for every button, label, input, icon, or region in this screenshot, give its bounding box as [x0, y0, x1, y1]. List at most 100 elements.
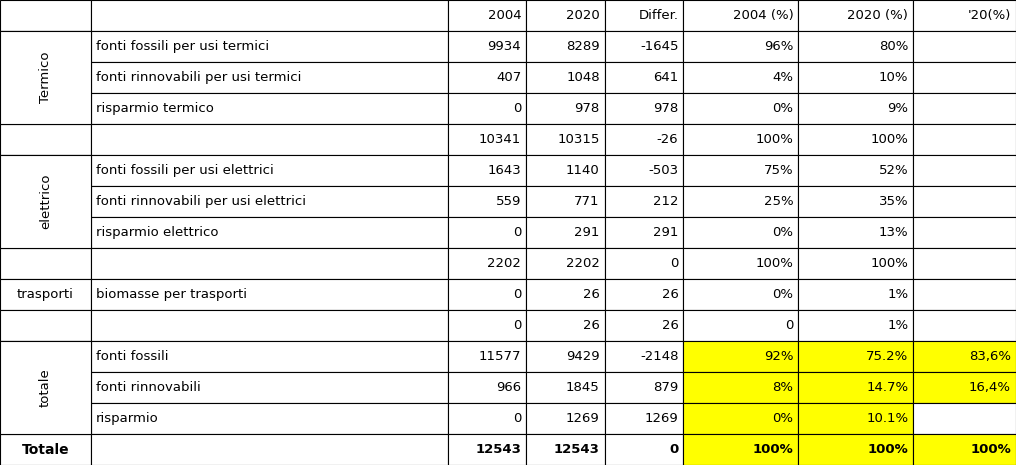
Text: 1269: 1269	[644, 412, 679, 425]
Bar	[0, 155, 90, 186]
Bar	[913, 186, 1016, 217]
Bar	[447, 372, 526, 403]
Bar	[684, 434, 799, 465]
Bar	[799, 310, 913, 341]
Bar	[0, 93, 90, 124]
Text: 11577: 11577	[479, 350, 521, 363]
Bar	[799, 248, 913, 279]
Bar	[0, 403, 90, 434]
Bar	[799, 186, 913, 217]
Text: 100%: 100%	[753, 443, 793, 456]
Text: fonti rinnovabili per usi elettrici: fonti rinnovabili per usi elettrici	[96, 195, 306, 208]
Text: 26: 26	[583, 288, 599, 301]
Text: trasporti: trasporti	[17, 288, 74, 301]
Text: fonti fossili per usi termici: fonti fossili per usi termici	[96, 40, 269, 53]
Text: 0%: 0%	[772, 288, 793, 301]
Text: 12543: 12543	[554, 443, 599, 456]
Bar	[90, 62, 447, 93]
Bar	[526, 0, 605, 31]
Bar	[90, 248, 447, 279]
Text: 8%: 8%	[772, 381, 793, 394]
Bar	[526, 310, 605, 341]
Bar	[605, 62, 684, 93]
Text: 641: 641	[653, 71, 679, 84]
Bar	[526, 217, 605, 248]
Text: fonti fossili per usi elettrici: fonti fossili per usi elettrici	[96, 164, 273, 177]
Text: 978: 978	[653, 102, 679, 115]
Text: risparmio: risparmio	[96, 412, 158, 425]
Bar	[0, 341, 90, 372]
Text: 10%: 10%	[879, 71, 908, 84]
Bar	[913, 310, 1016, 341]
Bar	[447, 217, 526, 248]
Text: 9934: 9934	[488, 40, 521, 53]
Text: 2004 (%): 2004 (%)	[733, 9, 793, 22]
Text: 100%: 100%	[868, 443, 908, 456]
Bar	[526, 31, 605, 62]
Bar	[684, 0, 799, 31]
Text: 26: 26	[583, 319, 599, 332]
Text: 2202: 2202	[488, 257, 521, 270]
Bar	[0, 279, 90, 310]
Bar	[799, 279, 913, 310]
Bar	[0, 31, 90, 62]
Text: 75.2%: 75.2%	[866, 350, 908, 363]
Text: 0: 0	[513, 226, 521, 239]
Text: 2020 (%): 2020 (%)	[847, 9, 908, 22]
Bar	[799, 434, 913, 465]
Text: 1%: 1%	[887, 288, 908, 301]
Text: 0: 0	[670, 257, 679, 270]
Text: 100%: 100%	[970, 443, 1011, 456]
Text: 0%: 0%	[772, 102, 793, 115]
Text: 771: 771	[574, 195, 599, 208]
Bar	[0, 0, 90, 31]
Text: 83,6%: 83,6%	[969, 350, 1011, 363]
Bar	[526, 62, 605, 93]
Bar	[913, 0, 1016, 31]
Bar	[913, 62, 1016, 93]
Bar	[90, 186, 447, 217]
Bar	[90, 279, 447, 310]
Text: 8289: 8289	[566, 40, 599, 53]
Bar	[605, 403, 684, 434]
Bar	[90, 341, 447, 372]
Text: Termico: Termico	[39, 52, 52, 103]
Bar	[605, 434, 684, 465]
Text: 2202: 2202	[566, 257, 599, 270]
Text: 26: 26	[661, 319, 679, 332]
Text: 100%: 100%	[756, 257, 793, 270]
Text: -2148: -2148	[640, 350, 679, 363]
Text: -1645: -1645	[640, 40, 679, 53]
Text: '20(%): '20(%)	[967, 9, 1011, 22]
Bar	[526, 93, 605, 124]
Bar	[913, 155, 1016, 186]
Bar	[526, 341, 605, 372]
Bar	[913, 248, 1016, 279]
Text: 0: 0	[670, 443, 679, 456]
Text: 12543: 12543	[475, 443, 521, 456]
Bar	[447, 155, 526, 186]
Bar	[684, 248, 799, 279]
Text: 75%: 75%	[764, 164, 793, 177]
Bar	[0, 372, 90, 403]
Bar	[684, 155, 799, 186]
Bar	[90, 434, 447, 465]
Bar	[0, 62, 90, 93]
Bar	[913, 93, 1016, 124]
Text: 10.1%: 10.1%	[866, 412, 908, 425]
Bar	[90, 93, 447, 124]
Bar	[0, 217, 90, 248]
Bar	[447, 341, 526, 372]
Text: totale: totale	[39, 368, 52, 407]
Text: fonti rinnovabili: fonti rinnovabili	[96, 381, 200, 394]
Bar	[447, 62, 526, 93]
Text: 1845: 1845	[566, 381, 599, 394]
Bar	[684, 31, 799, 62]
Bar	[447, 434, 526, 465]
Text: 0: 0	[785, 319, 793, 332]
Text: biomasse per trasporti: biomasse per trasporti	[96, 288, 247, 301]
Text: 25%: 25%	[764, 195, 793, 208]
Bar	[526, 155, 605, 186]
Text: 26: 26	[661, 288, 679, 301]
Text: 52%: 52%	[879, 164, 908, 177]
